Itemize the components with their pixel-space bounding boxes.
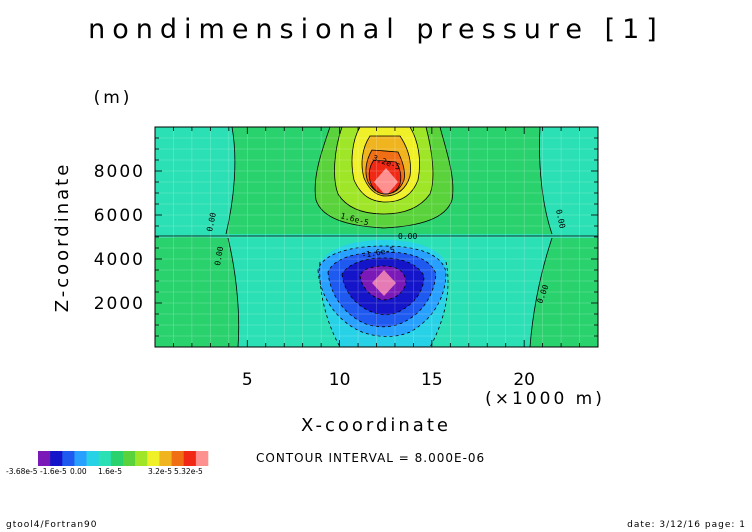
colorbar-swatch [62,451,75,466]
plot-area: 3.2e-5 1.6e-5 0.00 0.00 0.00 0.00 0.00 -… [155,127,598,347]
colorbar-swatch [159,451,172,466]
x-tick-label: 15 [421,370,443,390]
y-tick-label: 8000 [94,162,145,182]
colorbar-swatch [110,451,124,466]
contour-line [317,245,447,337]
colorbar [38,451,209,466]
axis-ticks [155,127,598,347]
x-tick-label: 5 [242,370,253,390]
colorbar-swatch [123,451,136,466]
contour-line [529,237,553,347]
y-axis-label: Z-coordinate [52,162,73,313]
x-tick-label: 20 [513,370,535,390]
grid [155,127,598,347]
positive-core [374,168,398,196]
contour-line [429,261,449,347]
contour-label: 0.00 [398,232,417,241]
contour-label: 0.00 [213,246,225,267]
colorbar-swatch [183,451,197,466]
y-tick-label: 6000 [94,206,145,226]
colorbar-label: 0.00 [70,467,87,476]
contour-lines [155,127,598,347]
colorbar-labels: -3.68e-5 -1.6e-5 0.00 1.6e-5 3.2e-5 5.32… [6,467,203,476]
colorbar-swatch [50,451,63,466]
x-tick-labels: 5 10 15 20 [242,370,535,390]
lower-left-band [155,237,239,347]
lower-right-band [530,238,598,347]
colorbar-swatch [195,451,209,466]
contour-line [368,159,402,195]
y-tick-label: 4000 [94,250,145,270]
y-unit-label: (m) [94,88,133,108]
colorbar-label: 3.2e-5 [148,467,172,476]
x-unit-label: (×1000 m) [485,389,605,409]
contour-line [341,257,425,316]
colorbar-label: -3.68e-5 [6,467,38,476]
colorbar-label: 5.32e-5 [174,467,203,476]
x-axis-label: X-coordinate [301,415,451,436]
y-tick-label: 2000 [94,294,145,314]
contour-line [225,127,236,235]
colorbar-swatch [38,451,51,466]
colorbar-swatch [74,451,87,466]
contour-line [319,261,341,347]
contour-label: 0.00 [205,212,218,233]
contour-line [361,135,411,197]
colorbar-label: -1.6e-5 [40,467,67,476]
contour-label: 0.00 [554,209,567,230]
footer-left: gtool4/Fortran90 [6,520,97,530]
colorbar-label: 1.6e-5 [98,467,122,476]
x-tick-label: 10 [329,370,351,390]
colorbar-swatch [135,451,148,466]
contour-interval-note: CONTOUR INTERVAL = 8.000E-06 [256,451,485,465]
colorbar-swatch [147,451,160,466]
contour-line [351,127,420,203]
colorbar-swatch [171,451,185,466]
y-tick-labels: 2000 4000 6000 8000 [94,162,145,314]
negative-core [372,270,396,296]
contour-line [314,127,454,229]
colorbar-swatch [98,451,112,466]
footer-right: date: 3/12/16 page: 1 [627,520,746,530]
contour-line [334,127,434,215]
colorbar-swatch [86,451,100,466]
negative-contour-lines [317,245,449,347]
chart-title: nondimensional pressure [1] [88,14,664,45]
contour-line [227,237,240,347]
contour-line [539,127,553,235]
